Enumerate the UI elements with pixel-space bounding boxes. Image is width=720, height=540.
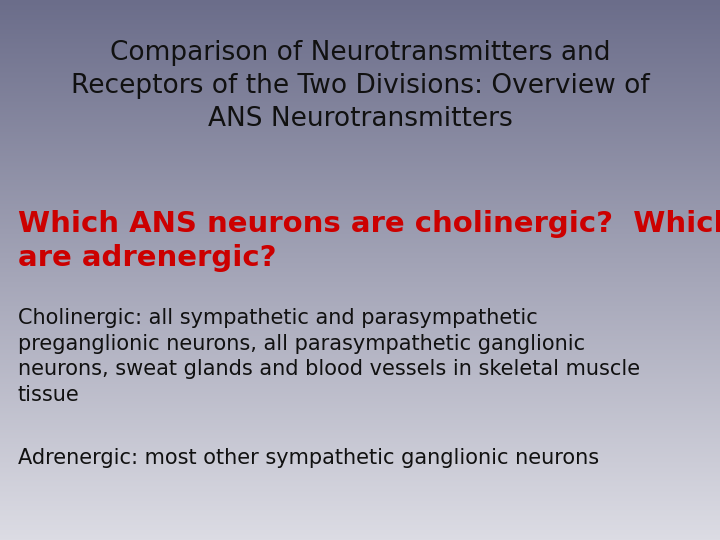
- Text: Comparison of Neurotransmitters and
Receptors of the Two Divisions: Overview of
: Comparison of Neurotransmitters and Rece…: [71, 40, 649, 132]
- Text: Cholinergic: all sympathetic and parasympathetic
preganglionic neurons, all para: Cholinergic: all sympathetic and parasym…: [18, 308, 640, 405]
- Text: Adrenergic: most other sympathetic ganglionic neurons: Adrenergic: most other sympathetic gangl…: [18, 448, 599, 468]
- Text: Which ANS neurons are cholinergic?  Which
are adrenergic?: Which ANS neurons are cholinergic? Which…: [18, 210, 720, 272]
